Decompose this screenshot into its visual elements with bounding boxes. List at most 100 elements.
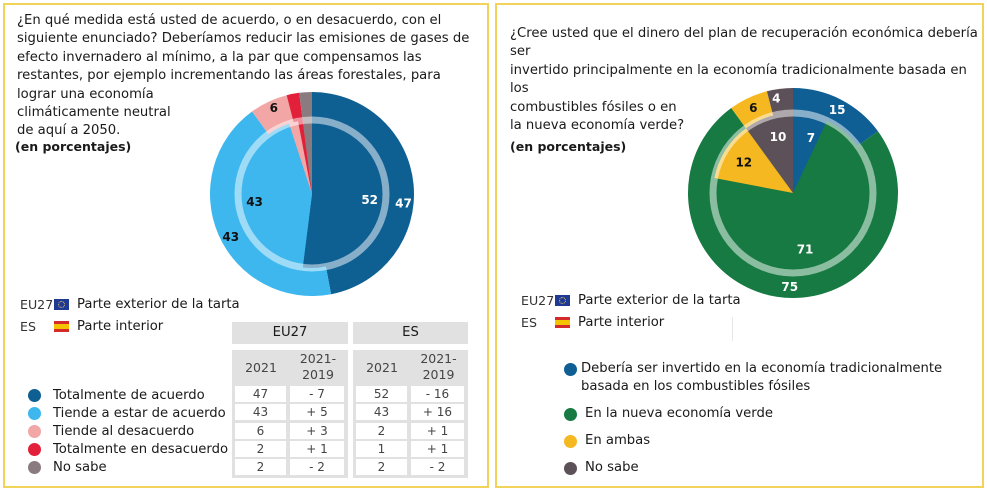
legend-dot-icon [564, 363, 577, 376]
pie-label-eu27-no-sabe: 4 [772, 91, 780, 105]
legend-label: Tiende al desacuerdo [53, 423, 195, 439]
table-cell-es-2021: 2 [356, 422, 407, 439]
right-question-line3: combustibles fósiles o en [510, 99, 677, 115]
inner-ring-outline [234, 116, 390, 272]
legend-dot-icon [564, 408, 577, 421]
table-cell-eu-2021: 43 [235, 404, 286, 421]
right-pie-chart: 15 75 6 4 7 71 12 10 [688, 88, 898, 298]
legend-outer-label-right: Parte exterior de la tarta [578, 293, 741, 308]
legend-outer-code-right: EU27 [521, 293, 555, 308]
table-cell-eu-2021: 6 [235, 422, 286, 439]
pie-label-es-totalmente-de-acuerdo: 52 [361, 193, 378, 207]
left-question-line6: de aquí a 2050. [17, 123, 121, 139]
inner-ring-outline [709, 109, 877, 277]
table-cell-es-2021: 43 [356, 404, 407, 421]
legend-dot-icon [564, 462, 577, 475]
legend-item: No sabe [564, 459, 974, 477]
legend-label: Totalmente de acuerdo [53, 387, 205, 403]
col-header-eu-diff-line1: 2021- [299, 351, 337, 366]
legend-item: Debería ser invertido en la economía tra… [564, 360, 974, 396]
right-question-line1: ¿Cree usted que el dinero del plan de re… [510, 26, 978, 60]
legend-inner: ES Parte interior [20, 319, 163, 334]
right-chart-panel: ¿Cree usted que el dinero del plan de re… [495, 3, 984, 488]
col-header-eu-2021: 2021 [245, 360, 277, 375]
legend-dot-icon [28, 388, 41, 402]
legend-dot-icon [28, 424, 41, 438]
legend-label: No sabe [585, 460, 639, 475]
table-group-es: ES [353, 322, 468, 344]
legend-outer-code: EU27 [20, 297, 54, 312]
pie-slice-es-no-sabe [302, 120, 312, 194]
legend-dot-icon [28, 442, 41, 456]
table-cell-eu-diff: + 3 [290, 422, 344, 439]
pie-label-es-en-la-nueva-economia-verde: 71 [797, 243, 814, 257]
right-question: ¿Cree usted que el dinero del plan de re… [510, 25, 980, 135]
legend-item: No sabe [28, 458, 228, 476]
pie-label-eu27-totalmente-de-acuerdo: 47 [395, 197, 412, 211]
table-cell-es-2021: 52 [356, 386, 407, 402]
legend-dot-icon [28, 406, 41, 420]
pie-label-es-deberia-ser-invertido-en-la-economia-tra: 7 [807, 131, 815, 145]
legend-dot-icon [564, 435, 577, 448]
legend-label: Tiende a estar de acuerdo [53, 405, 226, 421]
left-chart-panel: ¿En qué medida está usted de acuerdo, o … [3, 3, 489, 488]
legend-outer: EU27 Parte exterior de la tarta [20, 297, 240, 312]
legend-inner-label-right: Parte interior [578, 315, 665, 330]
legend-inner-code-right: ES [521, 315, 537, 330]
col-header-es-diff-line1: 2021- [420, 351, 457, 366]
legend-label: No sabe [53, 459, 107, 475]
right-question-line4: la nueva economía verde? [510, 118, 685, 134]
es-flag-icon [54, 321, 69, 332]
table-cell-es-diff: + 1 [411, 440, 464, 457]
legend-inner-code: ES [20, 319, 36, 334]
col-header-es-2021: 2021 [366, 360, 398, 375]
pie-slice-es-en-la-nueva-economia-verde [713, 120, 873, 273]
legend-item: Tiende al desacuerdo [28, 422, 228, 440]
left-question-text: ¿En qué medida está usted de acuerdo, o … [17, 13, 470, 102]
legend-label: En ambas [585, 433, 651, 448]
legend-inner-right: ES Parte interior [521, 315, 664, 330]
table-cell-eu-diff: - 2 [290, 459, 344, 476]
table-cell-eu-diff: + 1 [290, 440, 344, 457]
legend-item: Tiende a estar de acuerdo [28, 404, 228, 422]
left-question: ¿En qué medida está usted de acuerdo, o … [17, 12, 477, 141]
table-cell-es-diff: - 16 [411, 386, 464, 402]
col-header-es-diff: 2021- 2019 [411, 351, 466, 383]
pie-slice-es-deberia-ser-invertido-en-la-economia-tra [793, 113, 828, 193]
pie-label-es-en-ambas: 12 [735, 155, 752, 169]
left-category-legend: Totalmente de acuerdo Tiende a estar de a… [28, 386, 228, 476]
table-cell-eu-2021: 47 [235, 386, 286, 402]
pie-slice-es-tiende-a-estar-de-acuerdo [237, 123, 312, 268]
eu-flag-icon [54, 299, 69, 310]
legend-dot-icon [28, 460, 41, 474]
pie-slice-es-totalmente-en-desacuerdo [298, 120, 312, 194]
table-cell-es-diff: - 2 [411, 459, 464, 476]
pie-label-es-no-sabe: 10 [770, 130, 787, 144]
pie-label-eu27-en-la-nueva-economia-verde: 75 [781, 280, 798, 294]
table-group-eu27: EU27 [232, 322, 348, 344]
legend-label: Debería ser invertido en la economía tra… [581, 361, 943, 394]
table-cell-eu-2021: 2 [235, 459, 286, 476]
legend-item: Totalmente de acuerdo [28, 386, 228, 404]
right-question-line2: invertido principalmente en la economía … [510, 62, 967, 97]
right-unit-label: (en porcentajes) [510, 139, 627, 154]
es-flag-icon [555, 317, 570, 328]
legend-item: En ambas [564, 432, 974, 450]
table-cell-es-2021: 1 [356, 440, 407, 457]
left-pie-chart: 47 43 6 52 43 [209, 92, 415, 296]
table-cell-eu-diff: - 7 [290, 386, 344, 402]
legend-label: Totalmente en desacuerdo [53, 441, 229, 457]
legend-label: En la nueva economía verde [585, 406, 773, 421]
pie-slice-es-en-ambas [714, 128, 793, 193]
pie-label-eu27-tiende-al-desacuerdo: 6 [270, 101, 278, 115]
legend-item: Totalmente en desacuerdo [28, 440, 228, 458]
col-header-es-diff-line2: 2019 [422, 367, 455, 382]
pie-label-eu27-deberia-ser-invertido-en-la-economia-tra: 15 [829, 103, 846, 117]
table-cell-eu-2021: 2 [235, 440, 286, 457]
legend-outer-right: EU27 Parte exterior de la tarta [521, 293, 741, 308]
col-header-eu-diff-line2: 2019 [302, 367, 334, 382]
left-unit-label: (en porcentajes) [15, 139, 132, 154]
pie-slice-es-no-sabe [745, 113, 793, 193]
pie-slice-es-totalmente-de-acuerdo [302, 120, 386, 268]
table-cell-eu-diff: + 5 [290, 404, 344, 421]
